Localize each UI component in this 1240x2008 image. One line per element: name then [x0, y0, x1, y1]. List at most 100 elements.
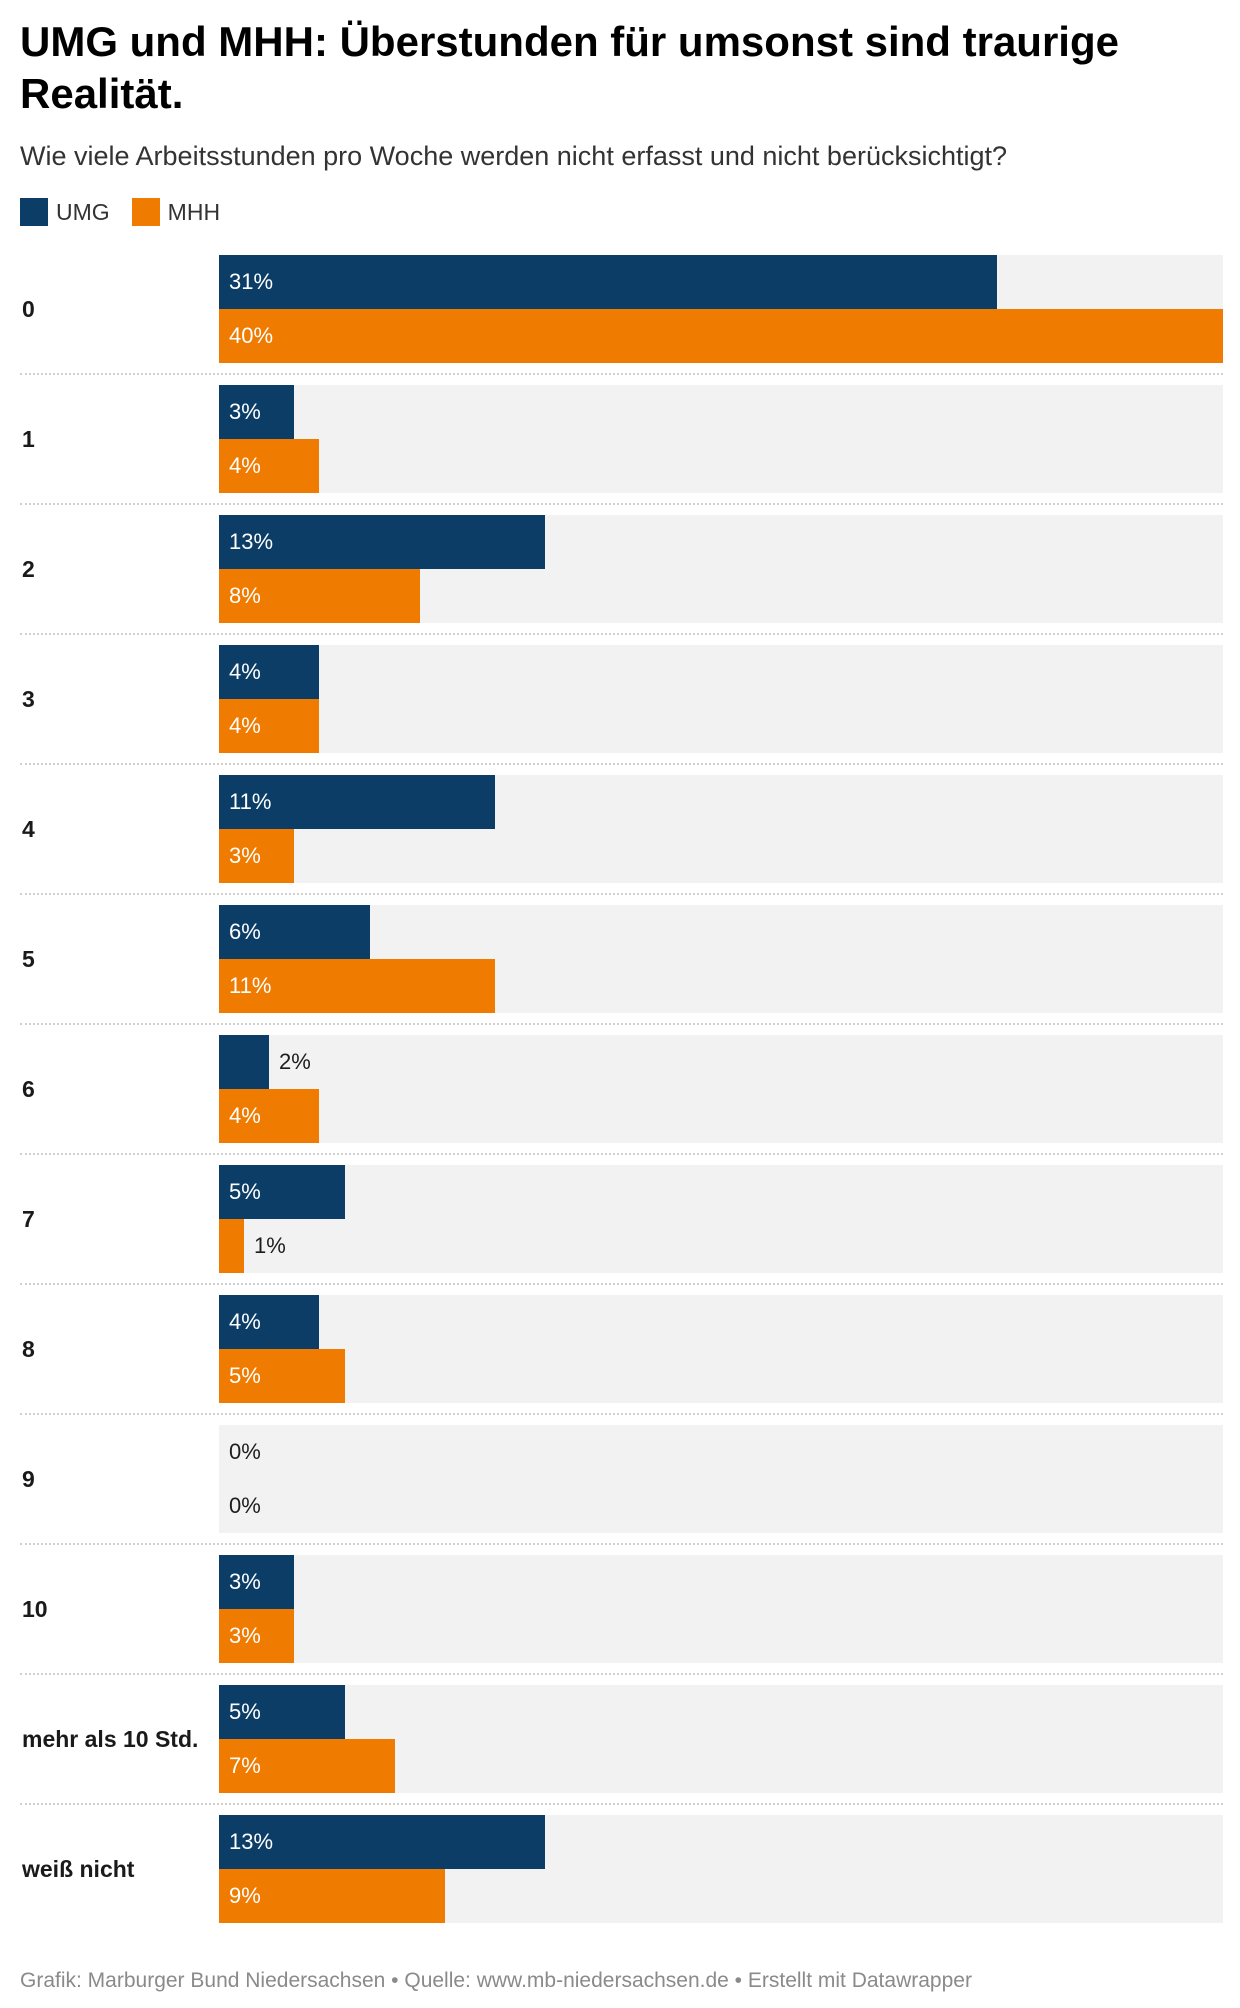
data-label-mhh: 8% — [229, 583, 261, 608]
bar-mhh — [219, 829, 294, 883]
category-label: 6 — [22, 1075, 35, 1102]
data-label-mhh: 4% — [229, 713, 261, 738]
bar-mhh — [219, 1219, 244, 1273]
category-label: 5 — [22, 945, 35, 972]
bar-umg — [219, 385, 294, 439]
bar-track — [219, 645, 1223, 753]
legend-swatch-umg — [20, 198, 48, 226]
data-label-umg: 0% — [229, 1439, 261, 1464]
bar-mhh — [219, 1349, 345, 1403]
data-label-umg: 5% — [229, 1179, 261, 1204]
category-row-4: 4 11% 3% — [0, 775, 1240, 905]
row-divider — [20, 1543, 1223, 1545]
data-label-mhh: 4% — [229, 1103, 261, 1128]
bar-umg — [219, 645, 319, 699]
data-label-umg: 13% — [229, 529, 274, 554]
bar-mhh — [219, 1089, 319, 1143]
row-divider — [20, 1803, 1223, 1805]
bar-track — [219, 1555, 1223, 1663]
category-row-weiss-nicht: weiß nicht 13% 9% — [0, 1815, 1240, 1945]
data-label-umg: 3% — [229, 399, 261, 424]
data-label-umg: 13% — [229, 1829, 274, 1854]
row-divider — [20, 1153, 1223, 1155]
chart-subtitle: Wie viele Arbeitsstunden pro Woche werde… — [20, 141, 1008, 171]
chart-footer: Grafik: Marburger Bund Niedersachsen • Q… — [20, 1969, 972, 1992]
data-label-mhh: 1% — [254, 1233, 286, 1258]
row-divider — [20, 1023, 1223, 1025]
bar-umg — [219, 1035, 269, 1089]
legend-label-mhh: MHH — [167, 198, 221, 225]
bar-mhh — [219, 699, 319, 753]
category-label: 10 — [22, 1595, 48, 1622]
category-row-2: 2 13% 8% — [0, 515, 1240, 645]
row-divider — [20, 373, 1223, 375]
row-divider — [20, 1673, 1223, 1675]
category-label: 7 — [22, 1205, 35, 1232]
category-label: 8 — [22, 1335, 35, 1362]
bar-umg — [219, 775, 495, 829]
row-divider — [20, 633, 1223, 635]
category-label: mehr als 10 Std. — [22, 1725, 199, 1752]
data-label-umg: 5% — [229, 1699, 261, 1724]
legend-item-umg: UMG — [20, 198, 110, 226]
bar-mhh — [219, 439, 319, 493]
category-label: 1 — [22, 425, 35, 452]
bar-umg — [219, 255, 997, 309]
data-label-umg: 2% — [279, 1049, 311, 1074]
bar-umg — [219, 905, 370, 959]
data-label-umg: 6% — [229, 919, 261, 944]
row-divider — [20, 1283, 1223, 1285]
data-label-mhh: 3% — [229, 843, 261, 868]
data-label-umg: 4% — [229, 659, 261, 684]
bar-umg — [219, 515, 545, 569]
category-row-9: 9 0% 0% — [0, 1425, 1240, 1555]
category-row-3: 3 4% 4% — [0, 645, 1240, 775]
category-row-7: 7 5% 1% — [0, 1165, 1240, 1295]
data-label-umg: 3% — [229, 1569, 261, 1594]
data-label-mhh: 4% — [229, 453, 261, 478]
category-label: weiß nicht — [22, 1855, 135, 1882]
bar-mhh — [219, 1609, 294, 1663]
category-label: 2 — [22, 555, 35, 582]
data-label-mhh: 7% — [229, 1753, 261, 1778]
category-row-1: 1 3% 4% — [0, 385, 1240, 515]
bar-track — [219, 1035, 1223, 1143]
category-label: 4 — [22, 815, 35, 842]
bar-track — [219, 1425, 1223, 1533]
data-label-mhh: 0% — [229, 1493, 261, 1518]
legend-item-mhh: MHH — [131, 198, 221, 226]
category-label: 9 — [22, 1465, 35, 1492]
data-label-mhh: 11% — [229, 973, 272, 998]
category-row-mehr-als-10-std: mehr als 10 Std. 5% 7% — [0, 1685, 1240, 1815]
bar-track — [219, 1295, 1223, 1403]
category-row-6: 6 2% 4% — [0, 1035, 1240, 1165]
category-row-8: 8 4% 5% — [0, 1295, 1240, 1425]
bar-umg — [219, 1165, 345, 1219]
row-divider — [20, 503, 1223, 505]
row-divider — [20, 1413, 1223, 1415]
bar-mhh — [219, 309, 1223, 363]
category-row-0: 0 31% 40% — [0, 255, 1240, 385]
data-label-umg: 31% — [229, 269, 274, 294]
legend-swatch-mhh — [131, 198, 160, 226]
data-label-mhh: 3% — [229, 1623, 261, 1648]
bar-mhh — [219, 1869, 445, 1923]
bar-umg — [219, 1295, 319, 1349]
data-label-mhh: 40% — [229, 323, 274, 348]
category-row-5: 5 6% 11% — [0, 905, 1240, 1035]
bar-track — [219, 385, 1223, 493]
data-label-umg: 4% — [229, 1309, 261, 1334]
category-label: 0 — [22, 295, 35, 322]
bar-mhh — [219, 1739, 395, 1793]
bar-mhh — [219, 959, 495, 1013]
legend: UMG MHH — [20, 196, 242, 228]
bar-umg — [219, 1555, 294, 1609]
bar-track — [219, 1165, 1223, 1273]
legend-label-umg: UMG — [56, 198, 110, 225]
chart-title: UMG und MHH: Überstunden für umsonst sin… — [20, 18, 1119, 117]
data-label-mhh: 5% — [229, 1363, 261, 1388]
row-divider — [20, 893, 1223, 895]
bar-mhh — [219, 569, 420, 623]
bar-umg — [219, 1815, 545, 1869]
row-divider — [20, 763, 1223, 765]
